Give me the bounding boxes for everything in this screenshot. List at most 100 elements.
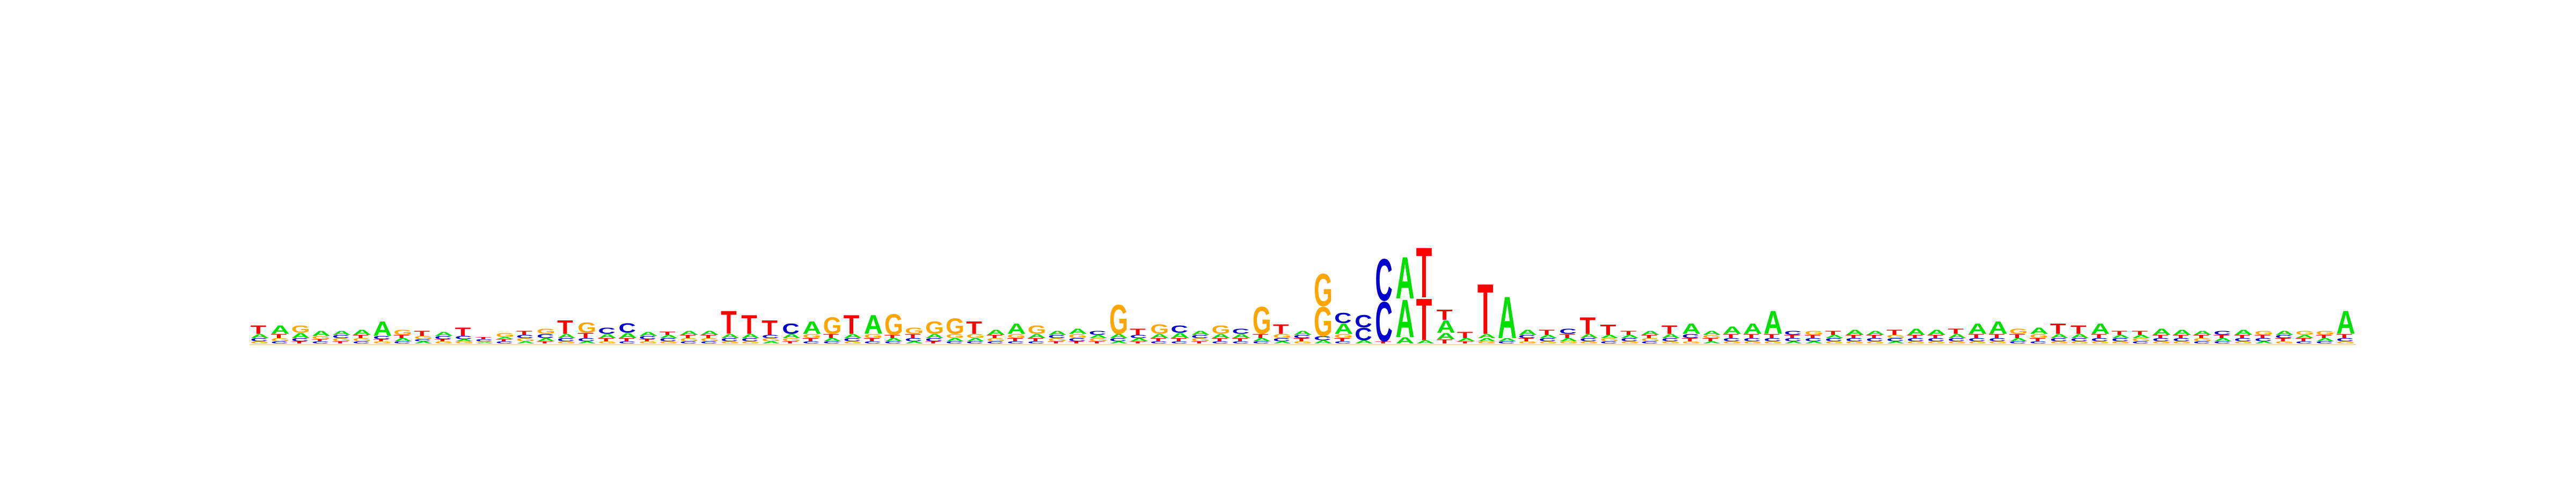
logo-letter-G-pos-17: G xyxy=(577,319,596,336)
logo-letter-C-pos-2: C xyxy=(271,341,288,344)
logo-letter-T-pos-15: T xyxy=(537,341,553,344)
logo-letter-C-pos-94: C xyxy=(2152,338,2169,342)
logo-letter-T-pos-11: T xyxy=(455,326,471,339)
logo-letter-C-pos-97: C xyxy=(2214,330,2231,336)
logo-letter-C-pos-39: C xyxy=(1028,341,1045,344)
logo-letter-G-pos-82: G xyxy=(1907,341,1926,344)
logo-letter-T-pos-59: T xyxy=(1437,306,1453,323)
logo-letter-A-pos-4: A xyxy=(312,330,331,338)
logo-letter-G-pos-3: G xyxy=(291,324,310,335)
logo-letter-A-pos-68: A xyxy=(1621,334,1640,339)
logo-letter-G-pos-89: G xyxy=(2050,341,2069,344)
logo-letter-G-pos-10: G xyxy=(434,341,453,344)
logo-letter-G-pos-18: G xyxy=(598,341,617,344)
logo-letter-G-pos-90: G xyxy=(2070,341,2089,344)
logo-letter-G-pos-21: G xyxy=(660,341,678,344)
logo-letter-A-pos-10: A xyxy=(434,331,453,337)
logo-letter-T-pos-92: T xyxy=(2111,330,2127,336)
logo-letter-T-pos-31: T xyxy=(864,338,880,342)
logo-letter-C-pos-53: C xyxy=(1314,335,1331,342)
logo-letter-A-pos-89: A xyxy=(2050,333,2069,339)
logo-letter-A-pos-46: A xyxy=(1170,332,1189,340)
logo-letter-G-pos-68: G xyxy=(1621,341,1640,344)
logo-letter-G-pos-35: G xyxy=(946,333,964,340)
logo-letter-C-pos-76: C xyxy=(1784,338,1802,342)
logo-letter-G-pos-91: G xyxy=(2091,341,2110,344)
logo-letter-C-pos-88: C xyxy=(2030,341,2047,344)
logo-letter-T-pos-80: T xyxy=(1866,334,1882,339)
logo-letter-G-pos-70: G xyxy=(1662,341,1680,344)
logo-letter-A-pos-57: A xyxy=(1396,245,1415,311)
logo-letter-C-pos-64: C xyxy=(1539,338,1556,342)
logo-letter-A-pos-38: A xyxy=(1007,320,1026,337)
logo-letter-C-pos-77: C xyxy=(1805,338,1822,342)
logo-letter-G-pos-66: G xyxy=(1579,341,1598,344)
logo-letter-A-pos-28: A xyxy=(802,318,821,338)
logo-letter-G-pos-65: G xyxy=(1559,341,1578,344)
logo-letter-A-pos-9: A xyxy=(414,341,433,344)
logo-letter-T-pos-3: T xyxy=(291,341,308,344)
logo-position-55: ACC xyxy=(1355,312,1373,345)
logo-letter-C-pos-63: C xyxy=(1518,334,1535,339)
logo-letter-C-pos-33: C xyxy=(905,338,922,342)
logo-letter-T-pos-51: T xyxy=(1273,322,1289,337)
logo-stacks: GCATCGTATCAGCTGATGCACGTAGTCACATGACGTGTCA… xyxy=(250,233,2356,354)
logo-letter-G-pos-92: G xyxy=(2111,341,2130,344)
logo-letter-A-pos-50: A xyxy=(1253,338,1271,342)
logo-letter-T-pos-74: T xyxy=(1743,333,1759,339)
logo-letter-A-pos-14: A xyxy=(516,341,535,344)
logo-letter-A-pos-37: A xyxy=(986,328,1005,337)
logo-letter-G-pos-43: G xyxy=(1109,296,1128,343)
logo-letter-C-pos-22: C xyxy=(680,341,697,344)
logo-letter-T-pos-86: T xyxy=(1989,333,2005,339)
logo-letter-A-pos-102: A xyxy=(2316,338,2334,342)
logo-letter-G-pos-87: G xyxy=(2009,327,2028,335)
logo-letter-C-pos-93: C xyxy=(2132,341,2149,344)
logo-letter-C-pos-100: C xyxy=(2275,334,2292,339)
logo-letter-G-pos-23: G xyxy=(700,338,719,342)
logo-letter-A-pos-39: A xyxy=(1028,333,1046,339)
logo-letter-G-pos-35: G xyxy=(946,314,964,339)
logo-letter-A-pos-78: A xyxy=(1825,334,1844,339)
logo-letter-C-pos-9: C xyxy=(414,339,431,342)
logo-letter-C-pos-12: C xyxy=(475,339,493,342)
logo-letter-C-pos-102: C xyxy=(2316,341,2333,344)
logo-letter-T-pos-64: T xyxy=(1539,328,1555,337)
logo-letter-T-pos-42: T xyxy=(1089,341,1105,344)
logo-letter-G-pos-100: G xyxy=(2275,341,2294,344)
logo-letter-T-pos-93: T xyxy=(2132,330,2148,336)
logo-letter-G-pos-78: G xyxy=(1825,341,1844,344)
logo-letter-G-pos-73: G xyxy=(1723,341,1741,344)
logo-letter-C-pos-80: C xyxy=(1866,338,1883,342)
logo-letter-C-pos-66: C xyxy=(1579,338,1597,342)
logo-letter-A-pos-74: A xyxy=(1743,320,1762,337)
logo-letter-A-pos-60: A xyxy=(1457,338,1476,342)
logo-letter-C-pos-42: C xyxy=(1089,330,1106,336)
logo-letter-A-pos-62: A xyxy=(1498,338,1517,342)
logo-letter-T-pos-100: T xyxy=(2275,338,2291,342)
logo-letter-A-pos-99: A xyxy=(2255,341,2273,344)
logo-letter-C-pos-15: C xyxy=(537,333,554,340)
logo-letter-A-pos-12: A xyxy=(475,342,494,344)
logo-letter-G-pos-29: G xyxy=(823,313,842,339)
logo-letter-C-pos-13: C xyxy=(496,341,513,344)
logo-letter-T-pos-82: T xyxy=(1907,334,1923,339)
logo-letter-A-pos-24: A xyxy=(721,333,740,339)
